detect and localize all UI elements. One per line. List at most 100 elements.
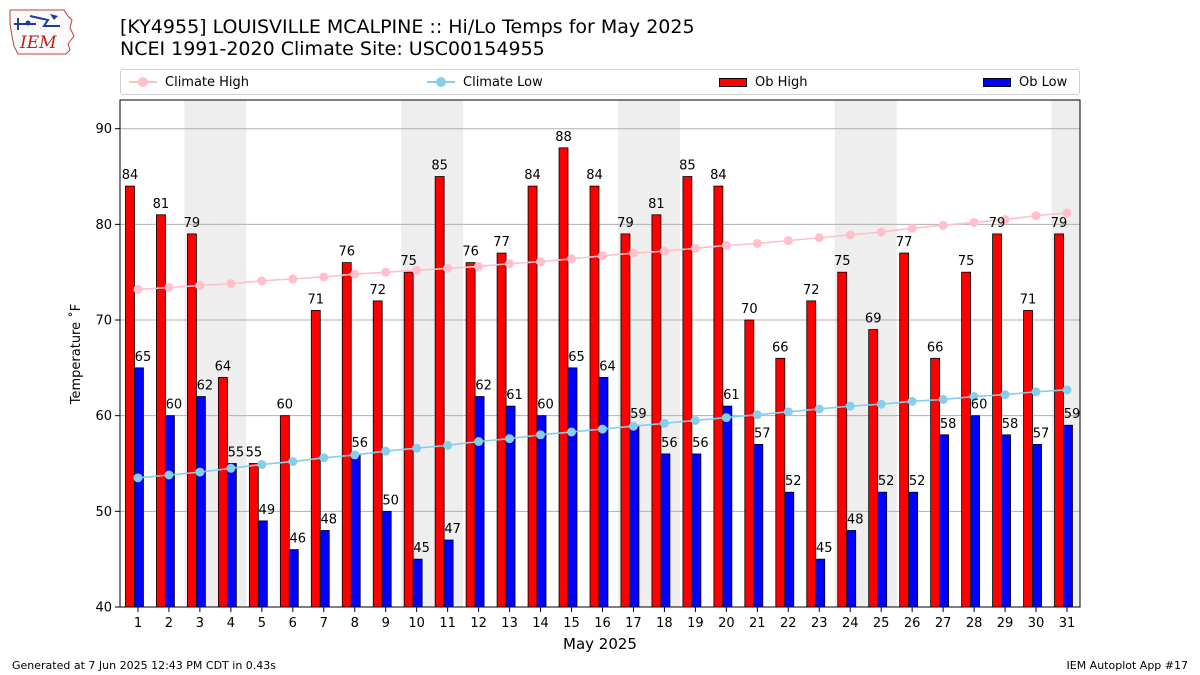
climate-low-swatch xyxy=(427,77,455,87)
climate-lines xyxy=(133,208,1072,483)
y-tick-label-40: 40 xyxy=(95,601,112,616)
ob-high-label-3: 79 xyxy=(184,216,201,231)
climate-high-point-18 xyxy=(659,246,669,256)
ob-high-label-18: 81 xyxy=(648,197,665,212)
x-tick-label-18: 18 xyxy=(656,616,673,631)
climate-low-point-7 xyxy=(319,453,329,463)
ob-low-bar-25 xyxy=(877,491,888,608)
climate-high-point-31 xyxy=(1062,208,1072,218)
ob-high-label-6: 60 xyxy=(277,398,294,413)
x-tick-label-9: 9 xyxy=(382,616,390,631)
ob-low-label-28: 60 xyxy=(971,398,988,413)
ob-high-label-16: 84 xyxy=(586,168,603,183)
climate-high-point-14 xyxy=(536,257,546,267)
climate-high-point-28 xyxy=(969,217,979,227)
ob-low-bar-11 xyxy=(443,539,454,608)
climate-low-point-14 xyxy=(536,430,546,440)
ob-high-label-21: 70 xyxy=(741,302,758,317)
ob-low-label-13: 61 xyxy=(506,388,523,403)
x-tick-label-13: 13 xyxy=(501,616,518,631)
climate-high-point-3 xyxy=(195,281,205,291)
climate-low-point-16 xyxy=(597,424,607,434)
ob-high-bar-5 xyxy=(248,463,259,608)
x-tick-label-5: 5 xyxy=(258,616,266,631)
ob-high-label-1: 84 xyxy=(122,168,139,183)
ob-high-label-19: 85 xyxy=(679,159,696,174)
ob-low-label-30: 57 xyxy=(1033,426,1050,441)
ob-low-label-11: 47 xyxy=(444,522,461,537)
chart-title: [KY4955] LOUISVILLE MCALPINE :: Hi/Lo Te… xyxy=(120,16,695,60)
x-tick-label-20: 20 xyxy=(718,616,735,631)
legend-ob-low: Ob Low xyxy=(983,70,1067,94)
climate-high-point-29 xyxy=(1000,215,1010,225)
ob-low-bar-30 xyxy=(1032,443,1042,608)
ob-low-label-19: 56 xyxy=(692,436,709,451)
x-tick-label-31: 31 xyxy=(1059,616,1076,631)
climate-high-point-17 xyxy=(628,248,638,258)
ob-high-label-2: 81 xyxy=(153,197,170,212)
ob-low-label-29: 58 xyxy=(1002,417,1019,432)
climate-low-point-25 xyxy=(876,399,886,409)
x-tick-label-27: 27 xyxy=(935,616,952,631)
generated-note: Generated at 7 Jun 2025 12:43 PM CDT in … xyxy=(12,659,277,672)
legend-climate-low-label: Climate Low xyxy=(463,74,543,90)
ob-high-bar-18 xyxy=(651,214,662,608)
x-tick-label-28: 28 xyxy=(966,616,983,631)
climate-low-point-26 xyxy=(907,396,917,406)
ob-low-bar-4 xyxy=(226,463,237,608)
ob-low-bar-27 xyxy=(939,434,950,608)
ob-high-label-13: 77 xyxy=(493,235,510,250)
x-tick-label-19: 19 xyxy=(687,616,704,631)
ob-low-bar-28 xyxy=(970,415,980,608)
x-tick-label-12: 12 xyxy=(470,616,487,631)
climate-low-point-13 xyxy=(505,434,515,444)
app-credit: IEM Autoplot App #17 xyxy=(1066,659,1189,672)
ob-low-label-9: 50 xyxy=(382,493,399,508)
ob-high-bar-24 xyxy=(837,271,848,608)
ob-low-bar-9 xyxy=(381,510,392,608)
ob-high-label-22: 66 xyxy=(772,340,789,355)
y-tick-label-80: 80 xyxy=(95,218,112,233)
ob-high-bar-21 xyxy=(744,319,755,608)
ob-high-bar-22 xyxy=(775,357,786,608)
x-tick-label-23: 23 xyxy=(811,616,828,631)
ob-low-label-6: 46 xyxy=(290,532,307,547)
ob-low-label-25: 52 xyxy=(878,474,895,489)
x-tick-label-14: 14 xyxy=(532,616,549,631)
ob-high-bar-12 xyxy=(465,262,476,608)
ob-high-bar-26 xyxy=(899,252,910,608)
ob-low-bar-10 xyxy=(412,558,423,608)
climate-high-point-24 xyxy=(845,230,855,240)
ob-high-label-29: 79 xyxy=(989,216,1006,231)
ob-high-bar-10 xyxy=(403,271,414,608)
x-axis-label: May 2025 xyxy=(563,635,637,653)
x-tick-label-7: 7 xyxy=(320,616,328,631)
title-line-1: [KY4955] LOUISVILLE MCALPINE :: Hi/Lo Te… xyxy=(120,16,695,38)
x-tick-label-21: 21 xyxy=(749,616,766,631)
climate-high-point-26 xyxy=(907,223,917,233)
ob-low-label-31: 59 xyxy=(1064,407,1081,422)
ob-low-swatch xyxy=(983,77,1011,87)
y-tick-label-70: 70 xyxy=(95,314,112,329)
climate-high-point-21 xyxy=(752,238,762,248)
ob-low-label-8: 56 xyxy=(351,436,368,451)
ob-low-bar-12 xyxy=(474,396,485,608)
x-tick-label-4: 4 xyxy=(227,616,235,631)
ob-low-bar-23 xyxy=(815,558,826,608)
ob-low-label-22: 52 xyxy=(785,474,802,489)
climate-high-point-7 xyxy=(319,272,329,282)
ob-low-bar-16 xyxy=(598,377,609,608)
climate-high-point-2 xyxy=(164,282,174,292)
chart-legend: Climate High Climate Low Ob High Ob Low xyxy=(120,69,1080,95)
climate-high-point-5 xyxy=(257,276,267,286)
climate-high-point-4 xyxy=(226,279,236,289)
bars xyxy=(125,147,1073,608)
ob-high-label-11: 85 xyxy=(431,159,448,174)
ob-high-label-9: 72 xyxy=(369,283,386,298)
ob-low-bar-22 xyxy=(784,491,795,608)
x-tick-label-10: 10 xyxy=(408,616,425,631)
ob-high-label-17: 79 xyxy=(617,216,634,231)
climate-low-point-24 xyxy=(845,401,855,411)
